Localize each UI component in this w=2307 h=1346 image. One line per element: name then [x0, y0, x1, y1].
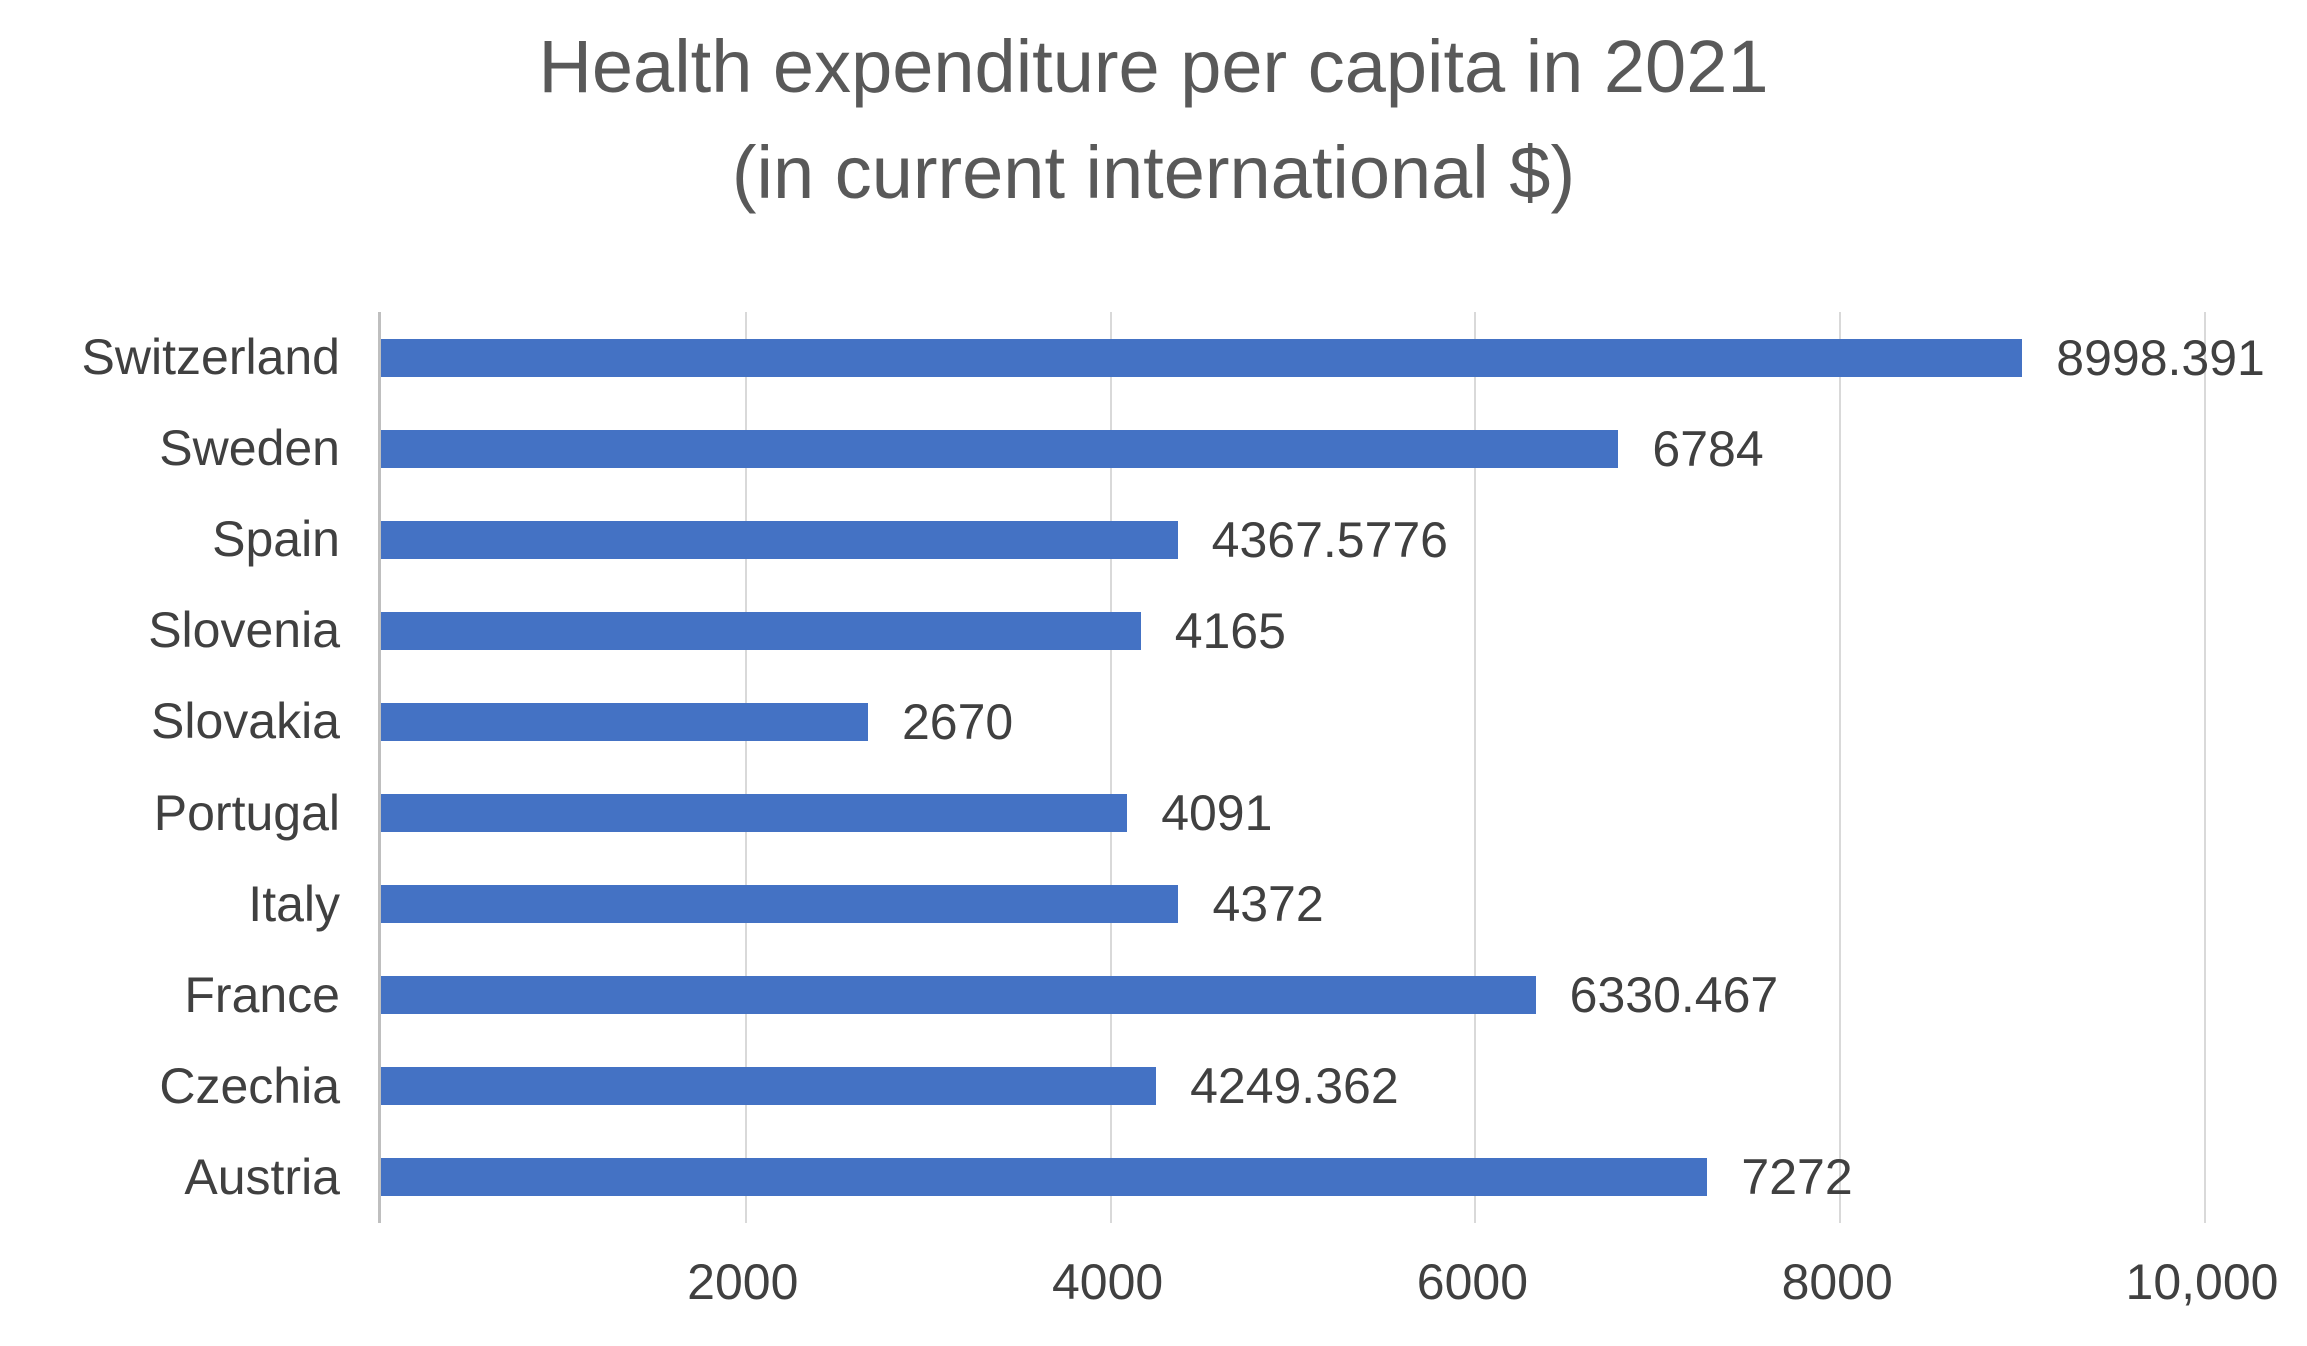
chart-title: Health expenditure per capita in 2021 (i…: [0, 14, 2307, 226]
gridline-4000: [1109, 312, 1112, 1223]
bar-row-sweden: 6784: [381, 403, 2205, 494]
bar-row-austria: 7272: [381, 1132, 2205, 1223]
bar-portugal: [381, 794, 1128, 833]
bar-spain: [381, 520, 1178, 559]
bar-czechia: [381, 1067, 1157, 1106]
bar-italy: [381, 885, 1179, 924]
plot-area: 8998.391 6784 4367.5776 4165 2670 4091 4372 633…: [378, 312, 2265, 1223]
y-axis-category-labels: Switzerland Sweden Spain Slovenia Slovakia Po…: [0, 312, 340, 1223]
data-label-sweden: 6784: [1652, 420, 1764, 477]
data-label-spain: 4367.5776: [1211, 511, 1448, 568]
category-label-portugal: Portugal: [153, 784, 340, 841]
bar-france: [381, 976, 1536, 1015]
category-label-czechia: Czechia: [159, 1057, 340, 1114]
bar-austria: [381, 1158, 1708, 1197]
bar-row-spain: 4367.5776: [381, 494, 2205, 585]
x-axis-tick-labels: 2000 4000 6000 8000 10,000: [0, 1253, 2307, 1323]
x-tick-label-6000: 6000: [1416, 1254, 1529, 1310]
chart-title-line-1: Health expenditure per capita in 2021: [538, 25, 1769, 108]
gridline-2000: [744, 312, 747, 1223]
data-label-italy: 4372: [1212, 876, 1324, 933]
data-label-france: 6330.467: [1569, 967, 1779, 1024]
bar-row-czechia: 4249.362: [381, 1041, 2205, 1132]
chart-title-line-2: (in current international $): [731, 131, 1576, 214]
category-label-slovenia: Slovenia: [148, 602, 340, 659]
bar-sweden: [381, 429, 1619, 468]
gridline-6000: [1474, 312, 1477, 1223]
gridline-10000: [2204, 312, 2206, 1223]
bar-row-portugal: 4091: [381, 768, 2205, 859]
x-tick-label-4000: 4000: [1051, 1254, 1164, 1310]
category-label-austria: Austria: [184, 1148, 340, 1205]
gridline-8000: [1839, 312, 1842, 1223]
category-label-france: France: [184, 966, 340, 1023]
category-label-italy: Italy: [248, 875, 340, 932]
bar-row-slovenia: 4165: [381, 585, 2205, 676]
x-tick-label-10000: 10,000: [2125, 1254, 2279, 1310]
bar-row-switzerland: 8998.391: [381, 312, 2265, 403]
x-tick-label-8000: 8000: [1781, 1254, 1893, 1310]
data-label-austria: 7272: [1741, 1149, 1853, 1206]
data-label-czechia: 4249.362: [1190, 1058, 1399, 1115]
category-label-sweden: Sweden: [159, 420, 340, 477]
data-label-slovakia: 2670: [902, 693, 1014, 750]
category-label-switzerland: Switzerland: [81, 329, 340, 385]
bar-switzerland: [381, 338, 2023, 377]
data-label-slovenia: 4165: [1174, 602, 1286, 659]
x-tick-label-2000: 2000: [687, 1254, 799, 1310]
category-label-slovakia: Slovakia: [151, 693, 340, 750]
bar-row-italy: 4372: [381, 859, 2205, 950]
bar-row-slovakia: 2670: [381, 676, 2205, 767]
bar-slovakia: [381, 702, 868, 741]
data-label-switzerland: 8998.391: [2056, 329, 2265, 386]
data-label-portugal: 4091: [1161, 785, 1273, 842]
bar-slovenia: [381, 611, 1141, 650]
category-label-spain: Spain: [212, 511, 340, 568]
bar-row-france: 6330.467: [381, 950, 2205, 1041]
